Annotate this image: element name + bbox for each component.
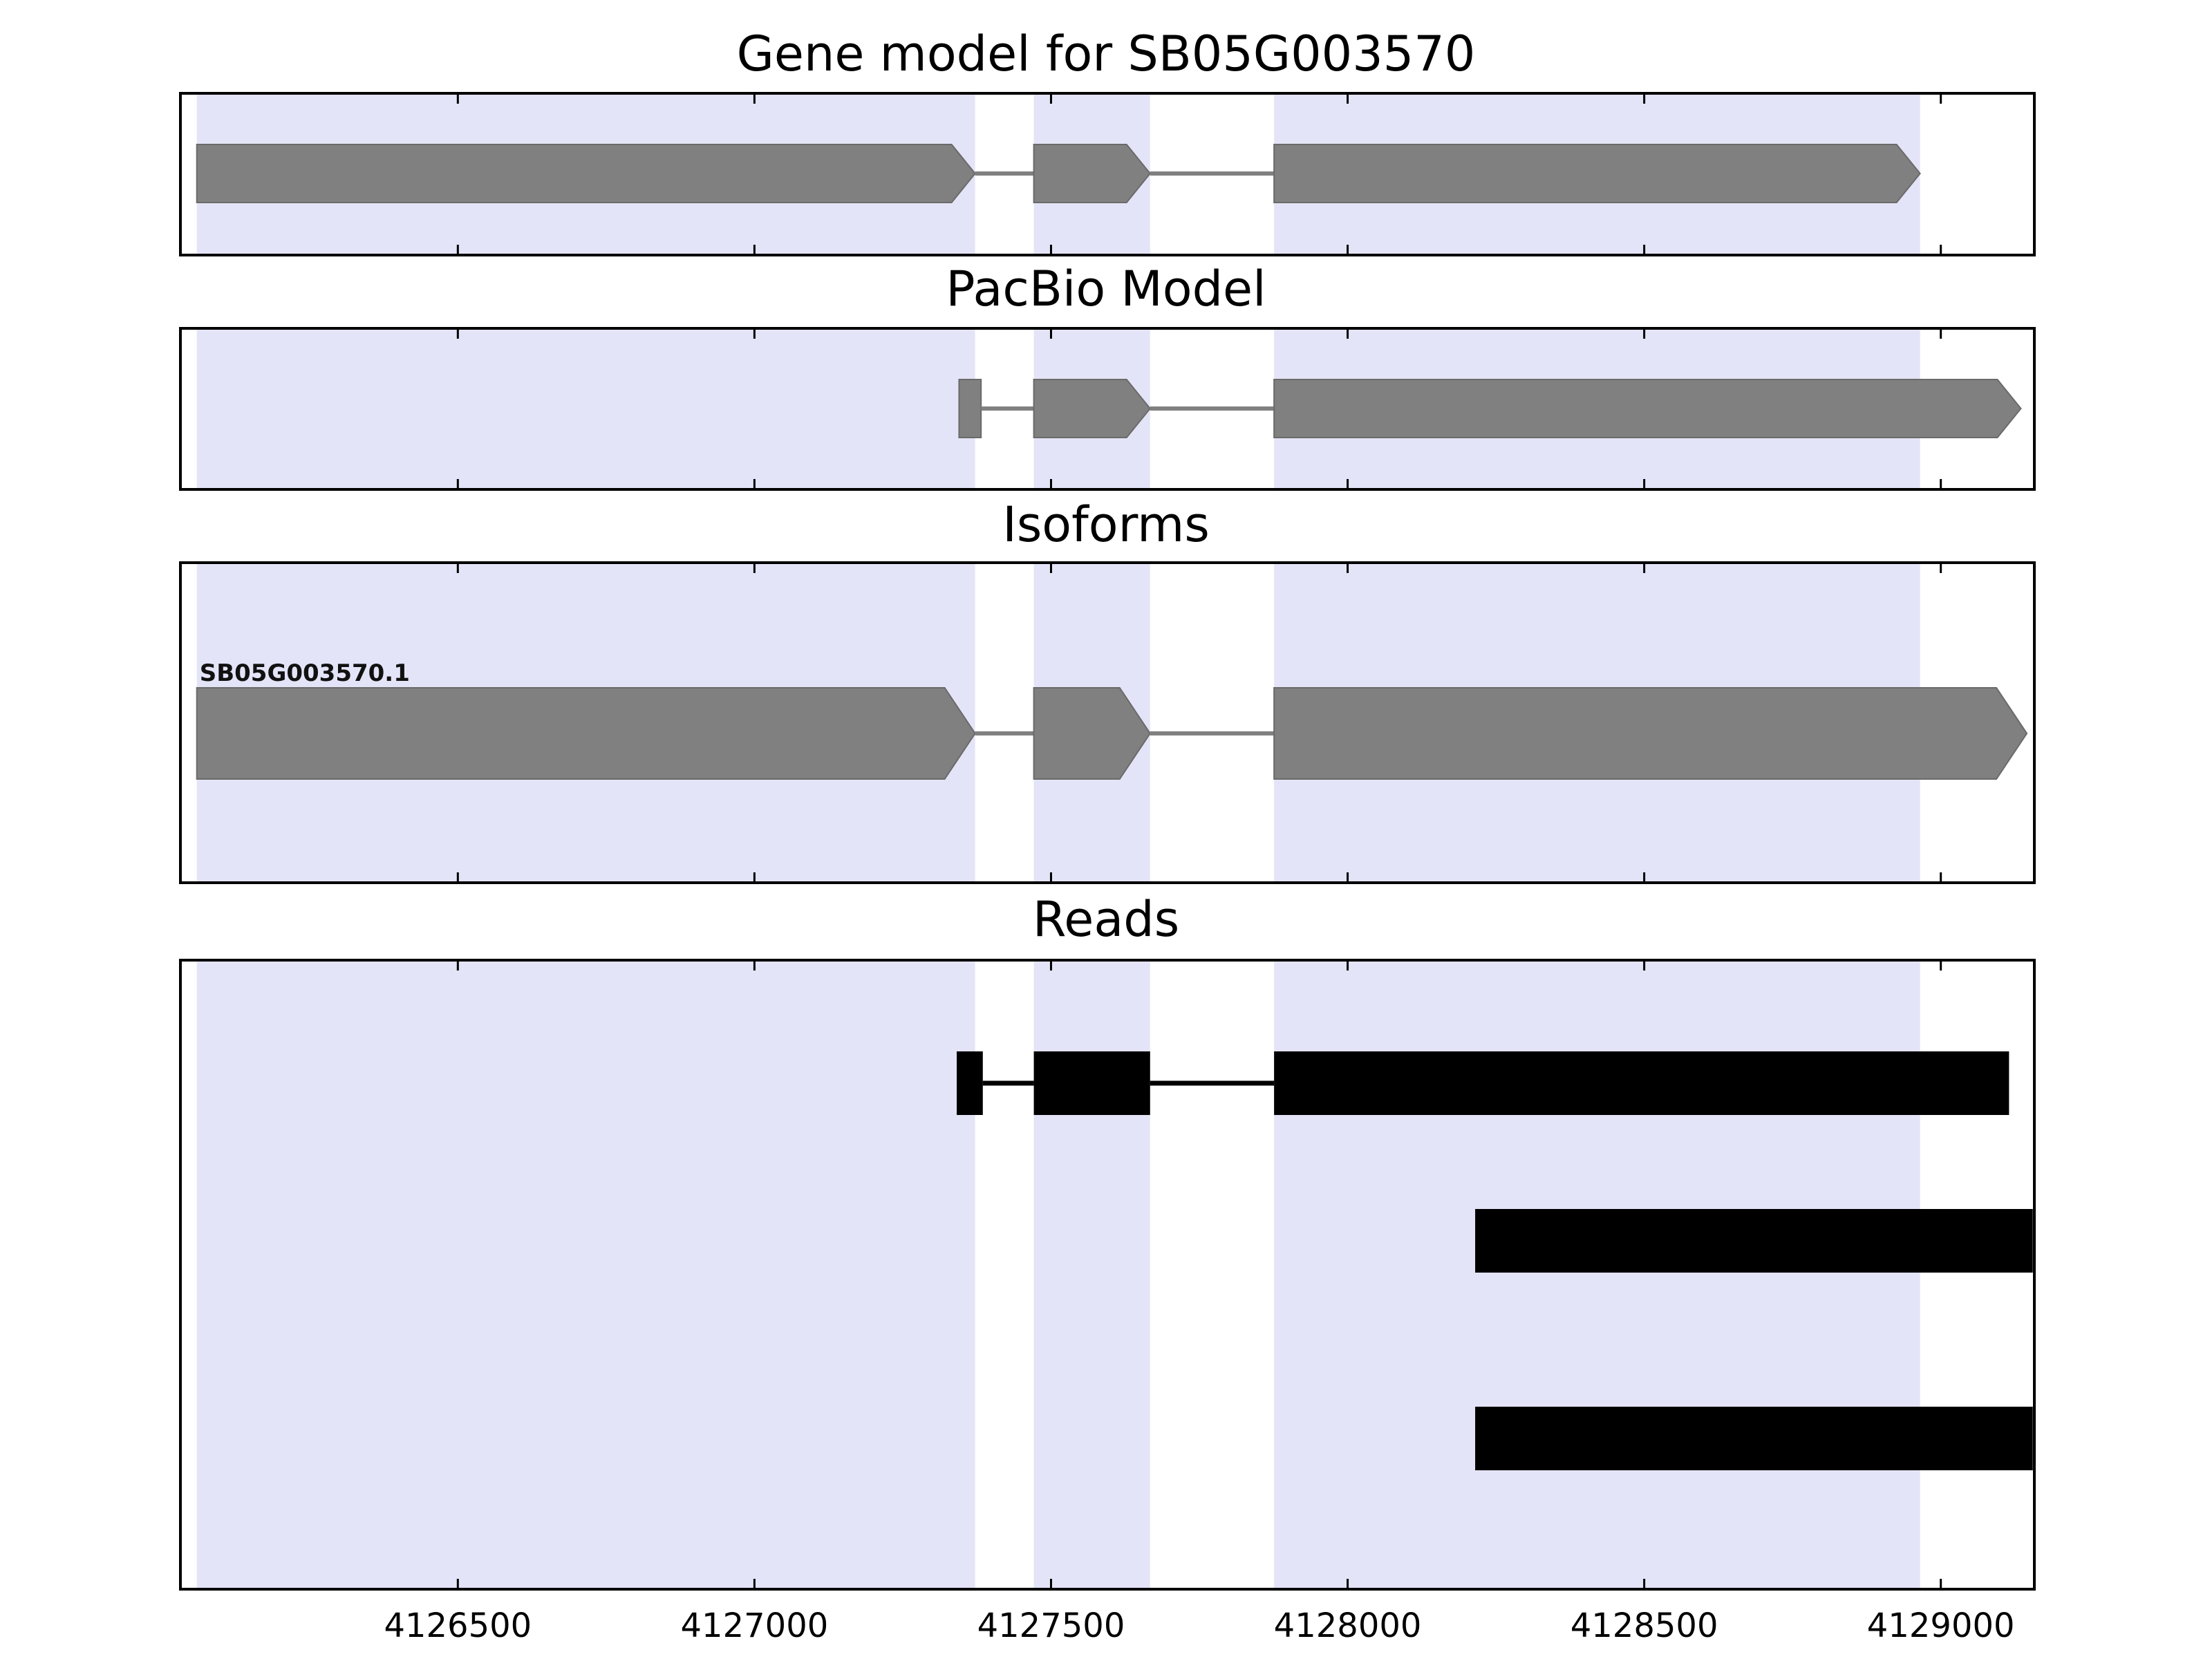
x-tick-label: 4128500 bbox=[1570, 1606, 1718, 1645]
panel-gene-model bbox=[179, 92, 2036, 256]
x-tick-label: 4129000 bbox=[1866, 1606, 2015, 1645]
x-tick-label: 4126500 bbox=[384, 1606, 532, 1645]
isoform-label: SB05G003570.1 bbox=[200, 659, 410, 687]
panel-isoforms: SB05G003570.1 bbox=[179, 561, 2036, 884]
panel-reads bbox=[179, 959, 2036, 1591]
x-tick-label: 4127000 bbox=[680, 1606, 829, 1645]
x-tick-label: 4128000 bbox=[1273, 1606, 1422, 1645]
panel-title-isoforms: Isoforms bbox=[1002, 496, 1210, 553]
panel-title-reads: Reads bbox=[1032, 891, 1180, 948]
panel-plot-isoforms: SB05G003570.1 bbox=[179, 561, 2036, 884]
panel-plot-reads bbox=[179, 959, 2036, 1591]
x-tick-label: 4127500 bbox=[977, 1606, 1125, 1645]
panel-plot-gene-model bbox=[179, 92, 2036, 256]
panel-title-gene-model: Gene model for SB05G003570 bbox=[736, 26, 1476, 82]
panel-plot-pacbio-model bbox=[179, 327, 2036, 491]
panel-title-pacbio-model: PacBio Model bbox=[946, 261, 1266, 317]
panel-pacbio-model bbox=[179, 327, 2036, 491]
